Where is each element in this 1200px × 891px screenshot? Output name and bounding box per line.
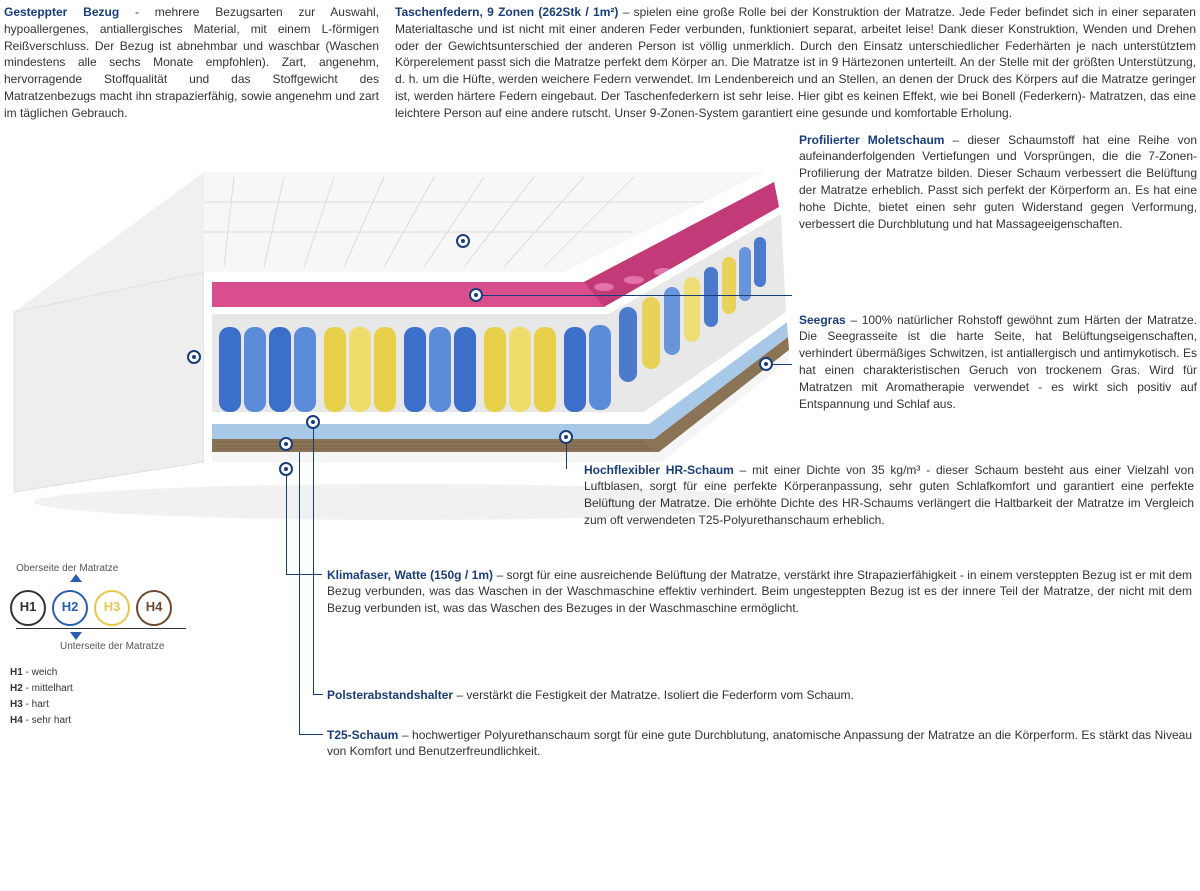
marker-springs-top xyxy=(456,234,470,248)
marker-klima xyxy=(279,462,293,476)
callout-klimafaser: Klimafaser, Watte (150g / 1m) – sorgt fü… xyxy=(327,567,1192,617)
legend-underline xyxy=(16,628,186,629)
cut-edge xyxy=(204,272,212,462)
circle-h2: H2 xyxy=(52,590,88,626)
cover-title: Gesteppter Bezug xyxy=(4,5,119,19)
lead-hr xyxy=(566,442,567,469)
marker-seagrass xyxy=(759,357,773,371)
legend-top-label: Oberseite der Matratze xyxy=(16,562,240,576)
main-diagram-area: Profilierter Moletschaum – dieser Schaum… xyxy=(4,132,1196,772)
marker-cover xyxy=(187,350,201,364)
lead-polster-h xyxy=(313,694,323,695)
callout-polsterabstand: Polsterabstandshalter – verstärkt die Fe… xyxy=(327,687,1192,704)
top-left-text: Gesteppter Bezug - mehrere Bezugsarten z… xyxy=(4,4,379,122)
circle-h1: H1 xyxy=(10,590,46,626)
callout-t25: T25-Schaum – hochwertiger Polyurethansch… xyxy=(327,727,1192,761)
marker-pink xyxy=(469,288,483,302)
lead-t25-h xyxy=(299,734,323,735)
circle-h4: H4 xyxy=(136,590,172,626)
callout-moletschaum: Profilierter Moletschaum – dieser Schaum… xyxy=(799,132,1197,233)
springs-body: – spielen eine große Rolle bei der Konst… xyxy=(395,5,1196,120)
circle-h3: H3 xyxy=(94,590,130,626)
lead-klima-h xyxy=(286,574,322,575)
arrow-up-icon xyxy=(70,574,82,582)
marker-t25 xyxy=(279,437,293,451)
marker-polster xyxy=(306,415,320,429)
legend-definitions: H1 - weich H2 - mittelhart H3 - hart H4 … xyxy=(10,666,240,728)
springs-title: Taschenfedern, 9 Zonen (262Stk / 1m²) xyxy=(395,5,618,19)
firmness-circles: H1 H2 H3 H4 xyxy=(10,590,240,626)
top-right-text: Taschenfedern, 9 Zonen (262Stk / 1m²) – … xyxy=(395,4,1196,122)
arrow-down-icon xyxy=(70,632,82,640)
cover-body: - mehrere Bezugsarten zur Auswahl, hypoa… xyxy=(4,5,379,120)
lead-pink xyxy=(482,295,792,296)
lead-polster-v xyxy=(313,428,314,694)
lead-seagrass xyxy=(772,364,792,365)
callout-seegras: Seegras – 100% natürlicher Rohstoff gewö… xyxy=(799,312,1197,413)
hardness-legend: Oberseite der Matratze H1 H2 H3 H4 Unter… xyxy=(10,562,240,730)
callout-hr-schaum: Hochflexibler HR-Schaum – mit einer Dich… xyxy=(584,462,1194,529)
legend-bottom-label: Unterseite der Matratze xyxy=(60,640,240,654)
lead-t25-v xyxy=(299,452,300,734)
lead-klima-v xyxy=(286,475,287,574)
